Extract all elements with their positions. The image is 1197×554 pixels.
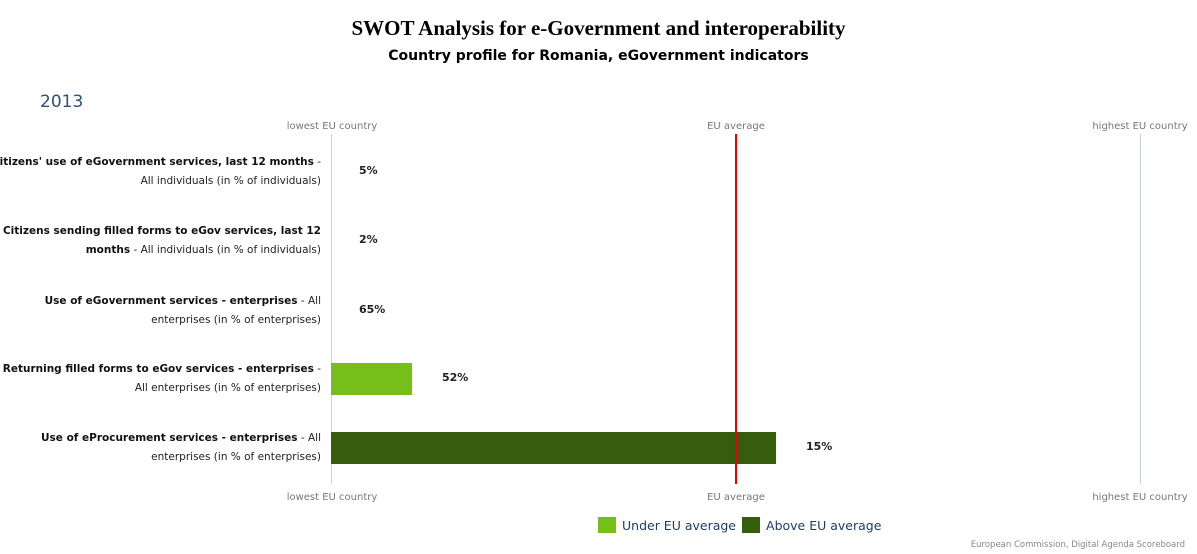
indicator-value-label: 2% bbox=[359, 233, 378, 246]
indicator-value-label: 52% bbox=[442, 371, 469, 384]
lowest-eu-axis-line bbox=[331, 134, 332, 484]
indicator-detail: - All enterprises (in % of enterprises) bbox=[151, 432, 321, 463]
indicator-name: Returning filled forms to eGov services … bbox=[2, 363, 314, 375]
legend-label-above: Above EU average bbox=[766, 517, 882, 533]
legend-swatch-above bbox=[742, 517, 761, 533]
eu-average-label-bottom: EU average bbox=[707, 492, 765, 503]
legend-label-under: Under EU average bbox=[622, 517, 737, 533]
indicator-name: Use of eProcurement services - enterpris… bbox=[41, 432, 298, 444]
legend-item-above: Above EU average bbox=[742, 517, 881, 533]
indicator-label: Citizens' use of eGovernment services, l… bbox=[0, 153, 321, 191]
legend-swatch-under bbox=[598, 517, 616, 533]
legend-item-under: Under EU average bbox=[598, 517, 736, 533]
eu-average-line bbox=[735, 134, 737, 484]
source-note: European Commission, Digital Agenda Scor… bbox=[970, 540, 1185, 550]
indicator-detail: - All individuals (in % of individuals) bbox=[130, 244, 321, 256]
indicator-detail: - All enterprises (in % of enterprises) bbox=[151, 295, 321, 326]
indicator-name: Citizens' use of eGovernment services, l… bbox=[0, 156, 314, 168]
chart-subtitle: Country profile for Romania, eGovernment… bbox=[388, 48, 809, 64]
indicator-value-label: 65% bbox=[359, 303, 386, 316]
indicator-bar bbox=[331, 363, 412, 395]
highest-eu-label-bottom: highest EU country bbox=[1092, 492, 1188, 503]
lowest-eu-label-top: lowest EU country bbox=[286, 121, 378, 132]
year-label: 2013 bbox=[40, 92, 84, 112]
chart-title: SWOT Analysis for e-Government and inter… bbox=[351, 16, 846, 40]
indicator-value-label: 15% bbox=[806, 440, 833, 453]
indicator-value-label: 5% bbox=[359, 164, 378, 177]
indicator-label: Returning filled forms to eGov services … bbox=[0, 360, 321, 398]
eu-average-label-top: EU average bbox=[707, 121, 765, 132]
indicator-label: Citizens sending filled forms to eGov se… bbox=[0, 222, 321, 260]
lowest-eu-label-bottom: lowest EU country bbox=[286, 492, 378, 503]
indicator-detail: - All individuals (in % of individuals) bbox=[140, 156, 321, 187]
indicator-label: Use of eGovernment services - enterprise… bbox=[0, 292, 321, 330]
chart-legend: Under EU average Above EU average bbox=[598, 517, 887, 533]
highest-eu-label-top: highest EU country bbox=[1092, 121, 1188, 132]
indicator-bar bbox=[331, 432, 776, 464]
indicator-detail: - All enterprises (in % of enterprises) bbox=[134, 363, 321, 394]
highest-eu-axis-line bbox=[1140, 134, 1141, 484]
indicator-label: Use of eProcurement services - enterpris… bbox=[0, 429, 321, 467]
indicator-name: Use of eGovernment services - enterprise… bbox=[44, 295, 298, 307]
indicator-name: Citizens sending filled forms to eGov se… bbox=[2, 225, 321, 256]
